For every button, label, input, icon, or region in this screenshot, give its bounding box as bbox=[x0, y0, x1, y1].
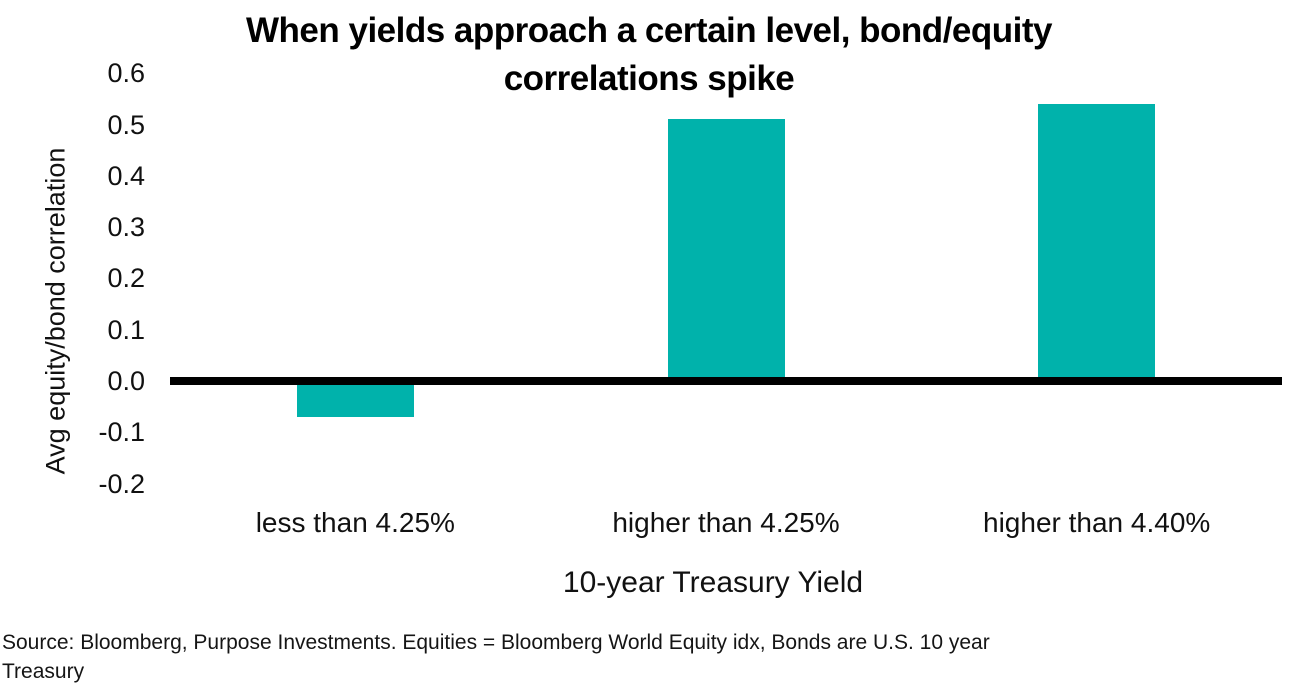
chart-title-line2: correlations spike bbox=[503, 59, 795, 98]
x-category-label: less than 4.25% bbox=[255, 507, 455, 538]
y-tick-label: -0.1 bbox=[98, 417, 145, 448]
y-tick-label: -0.2 bbox=[98, 468, 145, 499]
y-tick-label: 0.1 bbox=[107, 314, 145, 345]
chart-bar bbox=[296, 381, 414, 417]
source-note-line1: Source: Bloomberg, Purpose Investments. … bbox=[2, 631, 990, 654]
source-note-line2: Treasury bbox=[2, 660, 85, 683]
y-tick-label: 0.4 bbox=[107, 160, 145, 191]
y-tick-label: 0.5 bbox=[107, 109, 145, 140]
x-category-label: higher than 4.40% bbox=[983, 507, 1211, 538]
x-category-label: higher than 4.25% bbox=[612, 507, 840, 538]
y-axis-title: Avg equity/bond correlation bbox=[40, 147, 71, 475]
chart-title: When yields approach a certain level, bo… bbox=[0, 7, 1298, 103]
x-axis-title: 10-year Treasury Yield bbox=[562, 566, 864, 599]
zero-axis-line bbox=[170, 377, 1282, 385]
y-tick-label: 0.2 bbox=[107, 263, 145, 294]
chart-bar bbox=[1038, 103, 1156, 381]
y-tick-label: 0.3 bbox=[107, 212, 145, 243]
chart-title-line1: When yields approach a certain level, bo… bbox=[246, 11, 1052, 50]
y-tick-label: 0.6 bbox=[107, 58, 145, 89]
chart-bar bbox=[667, 119, 785, 381]
y-tick-label: 0.0 bbox=[107, 366, 145, 396]
source-note: Source: Bloomberg, Purpose Investments. … bbox=[2, 628, 1292, 685]
